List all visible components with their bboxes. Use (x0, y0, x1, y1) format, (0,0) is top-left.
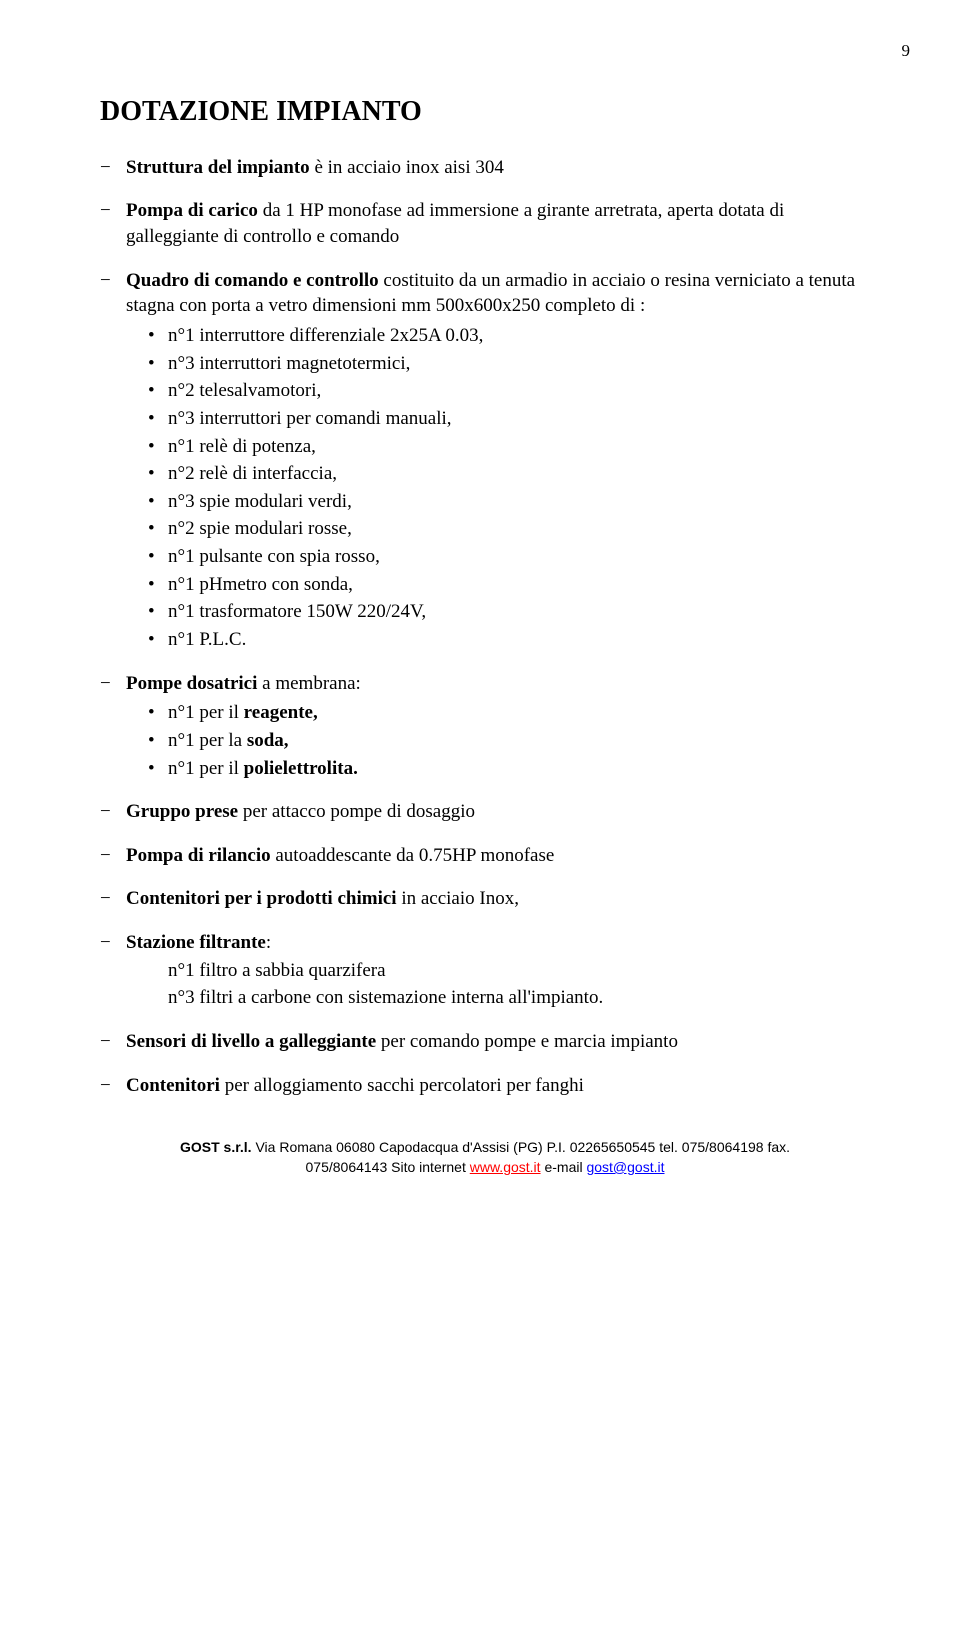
footer-line2: 075/8064143 Sito internet www.gost.it e-… (100, 1158, 870, 1178)
cont2-rest: per alloggiamento sacchi percolatori per… (220, 1075, 584, 1096)
footer-line1: GOST s.r.l. Via Romana 06080 Capodacqua … (100, 1138, 870, 1158)
panel-sublist: n°1 interruttore differenziale 2x25A 0.0… (126, 323, 870, 653)
sensori-bold: Sensori di livello a galleggiante (126, 1031, 376, 1052)
pump-bold: Pompa di carico (126, 200, 258, 221)
item-filtrante: Stazione filtrante: n°1 filtro a sabbia … (100, 930, 870, 1011)
panel-item: n°1 P.L.C. (148, 627, 870, 653)
contenitori-chimici-rest: in acciaio Inox, (397, 888, 519, 909)
dosing-rest: a membrana: (257, 673, 360, 694)
rilancio-bold: Pompa di rilancio (126, 845, 271, 866)
filtrante-bold: Stazione filtrante (126, 932, 266, 953)
page-footer: GOST s.r.l. Via Romana 06080 Capodacqua … (100, 1138, 870, 1177)
filtrante-sublist: n°1 filtro a sabbia quarzifera n°3 filtr… (126, 958, 870, 1011)
panel-item: n°3 interruttori per comandi manuali, (148, 406, 870, 432)
dosing-sublist: n°1 per il reagente, n°1 per la soda, n°… (126, 700, 870, 781)
panel-item: n°1 interruttore differenziale 2x25A 0.0… (148, 323, 870, 349)
dosing-item: n°1 per la soda, (148, 728, 870, 754)
panel-item: n°1 trasformatore 150W 220/24V, (148, 599, 870, 625)
panel-item: n°1 pulsante con spia rosso, (148, 544, 870, 570)
item-dosing: Pompe dosatrici a membrana: n°1 per il r… (100, 671, 870, 782)
footer-addr: Via Romana 06080 Capodacqua d'Assisi (PG… (252, 1139, 790, 1155)
panel-item: n°2 relè di interfaccia, (148, 461, 870, 487)
panel-item: n°1 relè di potenza, (148, 434, 870, 460)
structure-rest: è in acciaio inox aisi 304 (310, 157, 504, 178)
prese-rest: per attacco pompe di dosaggio (238, 801, 475, 822)
item-contenitori2: Contenitori per alloggiamento sacchi per… (100, 1073, 870, 1099)
item-rilancio: Pompa di rilancio autoaddescante da 0.75… (100, 843, 870, 869)
footer-website-link[interactable]: www.gost.it (470, 1159, 541, 1175)
structure-bold: Struttura del impianto (126, 157, 310, 178)
page-number: 9 (100, 40, 910, 63)
page-title: DOTAZIONE IMPIANTO (100, 93, 870, 131)
item-pump: Pompa di carico da 1 HP monofase ad imme… (100, 198, 870, 249)
panel-item: n°1 pHmetro con sonda, (148, 572, 870, 598)
panel-bold: Quadro di comando e controllo (126, 270, 379, 291)
item-structure: Struttura del impianto è in acciaio inox… (100, 155, 870, 181)
panel-item: n°2 telesalvamotori, (148, 378, 870, 404)
item-prese: Gruppo prese per attacco pompe di dosagg… (100, 799, 870, 825)
main-list: Struttura del impianto è in acciaio inox… (100, 155, 870, 1099)
dosing-bold: Pompe dosatrici (126, 673, 257, 694)
footer-company: GOST s.r.l. (180, 1139, 252, 1155)
filtrante-colon: : (266, 932, 271, 953)
contenitori-chimici-bold: Contenitori per i prodotti chimici (126, 888, 397, 909)
item-sensori: Sensori di livello a galleggiante per co… (100, 1029, 870, 1055)
filtrante-item: n°1 filtro a sabbia quarzifera (168, 958, 870, 984)
dosing-item: n°1 per il reagente, (148, 700, 870, 726)
rilancio-rest: autoaddescante da 0.75HP monofase (271, 845, 555, 866)
sensori-rest: per comando pompe e marcia impianto (376, 1031, 678, 1052)
footer-line2-mid: e-mail (541, 1159, 587, 1175)
dosing-item: n°1 per il polielettrolita. (148, 756, 870, 782)
prese-bold: Gruppo prese (126, 801, 238, 822)
footer-email-link[interactable]: gost@gost.it (586, 1159, 664, 1175)
cont2-bold: Contenitori (126, 1075, 220, 1096)
panel-item: n°2 spie modulari rosse, (148, 516, 870, 542)
filtrante-item: n°3 filtri a carbone con sistemazione in… (168, 985, 870, 1011)
panel-item: n°3 interruttori magnetotermici, (148, 351, 870, 377)
footer-line2-pre: 075/8064143 Sito internet (306, 1159, 470, 1175)
item-panel: Quadro di comando e controllo costituito… (100, 268, 870, 653)
panel-item: n°3 spie modulari verdi, (148, 489, 870, 515)
item-contenitori-chimici: Contenitori per i prodotti chimici in ac… (100, 886, 870, 912)
